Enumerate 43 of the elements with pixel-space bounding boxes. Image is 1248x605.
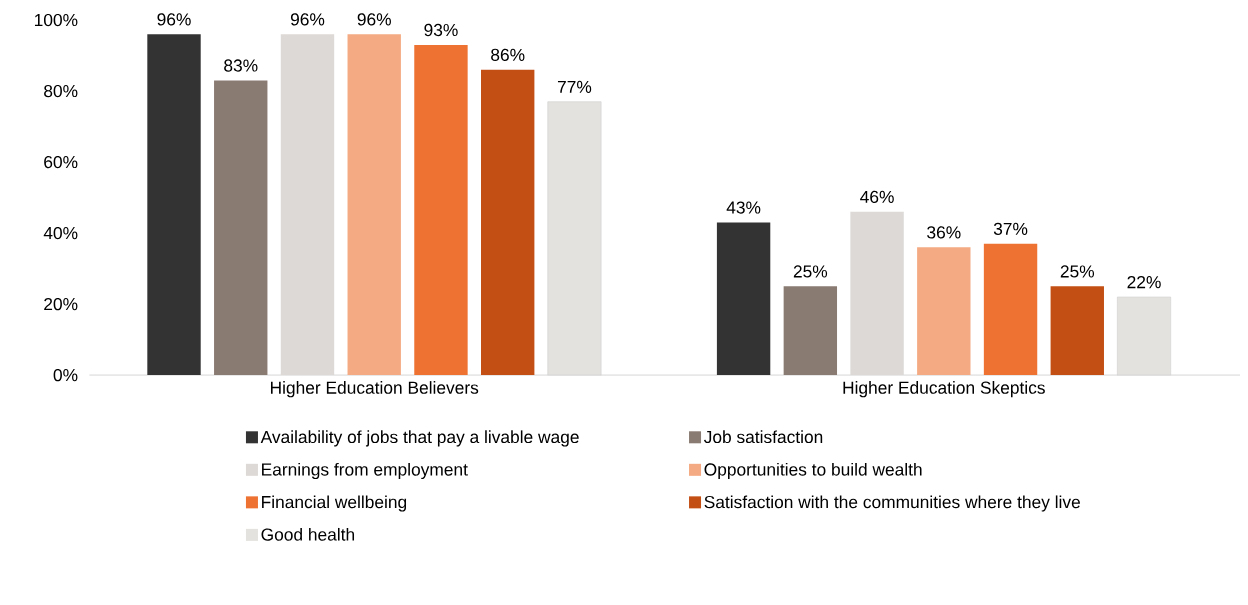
- data-label: 25%: [793, 265, 828, 278]
- bar: [547, 101, 602, 376]
- legend-label: Satisfaction with the communities where they live: [704, 495, 1080, 512]
- legend-label: Job satisfaction: [703, 430, 823, 444]
- x-tick-label: Higher Education Skeptics: [843, 381, 1045, 398]
- bar: [347, 34, 401, 376]
- y-tick-label: 60%: [44, 156, 78, 169]
- bar: [917, 247, 971, 376]
- legend-label: Opportunities to build wealth: [704, 463, 922, 480]
- data-label: 96%: [290, 13, 325, 26]
- bar: [147, 34, 201, 376]
- bar: [481, 69, 535, 376]
- legend-label: Earnings from employment: [262, 463, 468, 480]
- bar: [1050, 286, 1104, 376]
- data-label: 83%: [224, 59, 258, 72]
- data-label: 93%: [424, 24, 458, 37]
- data-label: 43%: [726, 201, 761, 214]
- x-tick-label: Higher Education Believers: [271, 381, 479, 398]
- bar: [280, 34, 335, 376]
- bar: [1117, 296, 1171, 376]
- y-tick-label: 40%: [43, 227, 78, 240]
- legend-label: Availability of jobs that pay a livable wage: [260, 430, 579, 447]
- data-label: 25%: [1060, 265, 1095, 278]
- data-label: 86%: [491, 48, 525, 62]
- y-tick-label: 20%: [44, 298, 78, 311]
- bar: [850, 211, 904, 376]
- bar: [414, 45, 468, 376]
- legend-label: Financial wellbeing: [262, 495, 407, 512]
- bar: [214, 80, 268, 376]
- data-label: 96%: [357, 13, 391, 26]
- bar: [983, 243, 1038, 376]
- bar: [716, 222, 771, 376]
- bar: [783, 286, 838, 376]
- data-label: 96%: [157, 13, 191, 26]
- y-tick-label: 0%: [53, 369, 78, 382]
- y-tick-label: 100%: [34, 14, 78, 27]
- data-label: 36%: [927, 226, 961, 239]
- data-label: 22%: [1127, 276, 1161, 289]
- data-label: 46%: [860, 190, 894, 204]
- legend-label: Good health: [261, 528, 355, 541]
- y-tick-label: 80%: [44, 85, 78, 98]
- data-label: 77%: [557, 81, 592, 94]
- data-label: 37%: [993, 222, 1028, 236]
